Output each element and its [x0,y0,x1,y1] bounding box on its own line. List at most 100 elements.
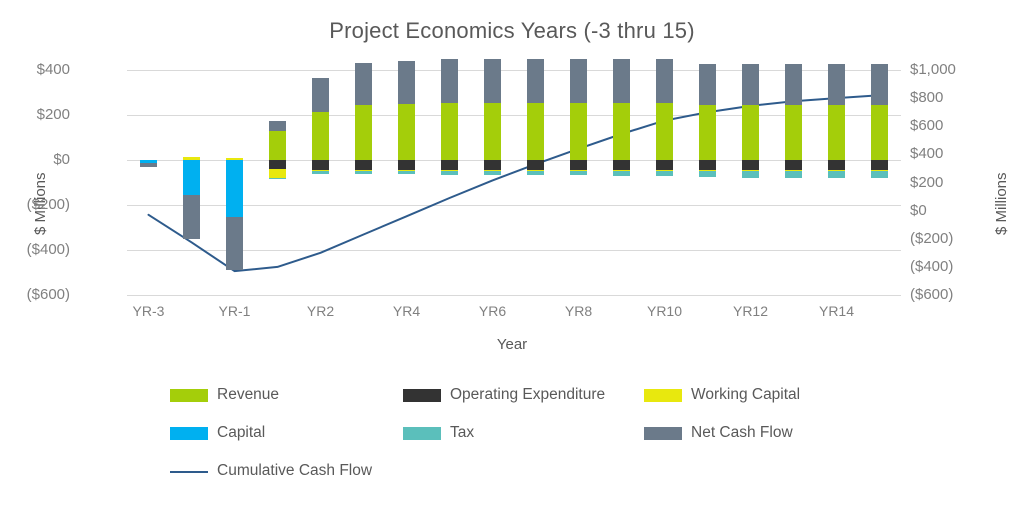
chart-legend: Revenue Operating Expenditure Working Capi… [0,386,1024,500]
bar-segment [785,160,802,171]
legend-label: Cumulative Cash Flow [217,462,373,479]
left-axis-tick-label: $0 [53,151,70,168]
plot-area [127,58,901,295]
bar-stack [269,70,286,295]
bar-segment [398,61,415,104]
bar-segment [441,102,458,160]
bar-segment [699,160,716,171]
bar-segment [699,104,716,160]
bar-segment [484,171,501,176]
bar-segment [398,170,415,172]
bar-segment [140,160,157,163]
chart-title: Project Economics Years (-3 thru 15) [329,18,695,43]
bar-segment [871,171,888,178]
right-axis-tick-label: $1,000 [910,61,956,78]
bar-segment [269,120,286,131]
bar-segment [527,171,544,176]
x-axis-tick-label: YR12 [732,303,769,319]
bar-stack [742,64,759,295]
bar-segment [871,160,888,171]
bar-segment [355,160,372,171]
bar-segment [183,157,200,160]
x-axis-tick-label: YR-1 [218,303,251,319]
bar-segment [699,170,716,172]
right-axis-tick-label: ($400) [910,257,954,275]
bar-segment [742,64,759,105]
bar-segment [828,64,845,105]
bar-segment [269,177,286,180]
right-axis-tick-label: $800 [910,89,944,107]
legend-item-net-cash-flow[interactable]: Net Cash Flow [644,424,793,442]
bar-stack [871,64,888,295]
legend-label: Capital [217,424,266,441]
legend-swatch-icon [644,388,682,402]
bar-segment [871,170,888,172]
gridline [127,70,901,71]
bar-segment [312,171,329,174]
bar-segment [613,170,630,172]
legend-swatch-icon [170,388,208,402]
x-axis-tick-label: YR10 [646,303,683,319]
bar-segment [785,104,802,160]
bar-segment [140,162,157,167]
bar-segment [613,102,630,160]
left-axis-tick-label: ($200) [26,196,70,213]
gridline [127,295,901,296]
bar-segment [484,102,501,160]
bar-segment [183,194,200,239]
legend-item-operating-expenditure[interactable]: Operating Expenditure [403,386,605,404]
x-axis-tick-label: YR-3 [132,303,165,319]
bar-segment [742,171,759,178]
bar-segment [183,160,200,195]
right-axis-tick-label: $200 [910,173,944,191]
bar-segment [828,160,845,171]
bar-stack [484,58,501,295]
bar-segment [441,58,458,103]
bar-segment [871,104,888,160]
bar-stack [570,58,587,295]
bar-segment [570,170,587,172]
bar-segment [484,160,501,171]
bar-stack [527,58,544,295]
bar-segment [484,58,501,103]
legend-row: Cumulative Cash Flow [0,462,1024,500]
legend-item-tax[interactable]: Tax [403,424,474,442]
bar-segment [355,171,372,174]
bar-segment [269,130,286,160]
bar-segment [441,171,458,175]
bar-segment [355,63,372,105]
bar-segment [656,102,673,160]
bar-segment [441,170,458,172]
legend-item-working-capital[interactable]: Working Capital [644,386,800,404]
bar-segment [656,170,673,172]
bar-segment [355,170,372,172]
left-axis-tick-label: $200 [36,106,70,123]
x-axis-tick-label: YR8 [564,303,593,319]
bar-segment [527,102,544,160]
legend-item-cumulative-cash-flow[interactable]: Cumulative Cash Flow [170,462,372,480]
bar-segment [828,104,845,160]
legend-item-capital[interactable]: Capital [170,424,265,442]
bar-stack [398,61,415,295]
bar-segment [871,64,888,105]
legend-swatch-icon [644,426,682,440]
bar-stack [183,70,200,295]
x-axis-tick-label: YR2 [306,303,335,319]
legend-item-revenue[interactable]: Revenue [170,386,279,404]
bar-segment [312,160,329,171]
bar-segment [699,64,716,105]
legend-swatch-icon [403,426,441,440]
bar-segment [484,170,501,172]
right-axis-tick-label: $600 [910,117,944,135]
bar-segment [226,160,243,218]
bar-segment [785,64,802,105]
right-axis-tick-label: ($200) [910,229,954,247]
bar-segment [527,160,544,171]
bar-segment [828,170,845,172]
bar-segment [355,104,372,160]
bar-segment [398,160,415,171]
bar-segment [398,103,415,160]
bar-stack [656,58,673,295]
bar-stack [355,63,372,295]
